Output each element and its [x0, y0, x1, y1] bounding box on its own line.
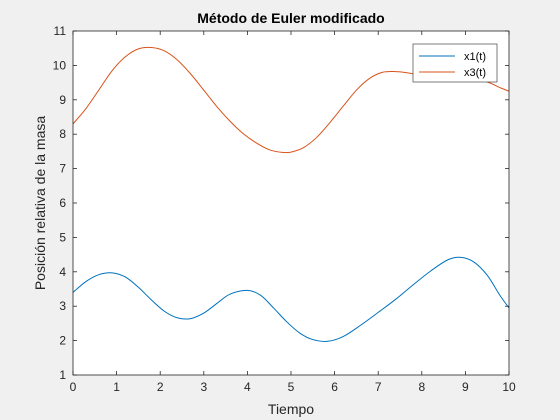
y-tick-label: 10 [53, 58, 67, 72]
chart-title: Método de Euler modificado [197, 10, 384, 26]
y-tick-label: 8 [59, 127, 66, 141]
legend[interactable]: x1(t) x3(t) [412, 43, 498, 83]
y-tick-label: 7 [59, 162, 66, 176]
y-tick-label: 11 [54, 24, 67, 38]
y-axis-label: Posición relativa de la masa [32, 116, 48, 291]
x-tick-label: 1 [113, 380, 120, 394]
x-tick-label: 5 [288, 380, 295, 394]
x-tick-label: 2 [157, 380, 164, 394]
legend-label-x3: x3(t) [464, 67, 486, 79]
x-tick-label: 7 [375, 380, 382, 394]
x-tick-label: 10 [502, 380, 516, 394]
y-tick-label: 1 [59, 368, 66, 382]
x-tick-label: 0 [70, 380, 77, 394]
x-axis-label: Tiempo [268, 401, 314, 417]
x-tick-label: 3 [200, 380, 207, 394]
y-tick-label: 6 [59, 196, 66, 210]
x-tick-label: 9 [462, 380, 469, 394]
x-tick-label: 6 [331, 380, 338, 394]
y-tick-label: 4 [59, 265, 66, 279]
legend-box [412, 43, 498, 83]
y-tick-label: 2 [59, 334, 66, 348]
plot-area [73, 31, 509, 375]
legend-label-x1: x1(t) [464, 51, 486, 63]
x-tick-label: 4 [244, 380, 251, 394]
y-tick-label: 5 [59, 230, 66, 244]
y-tick-label: 3 [59, 299, 66, 313]
y-tick-label: 9 [59, 93, 66, 107]
series-line-x1t [72, 256, 510, 342]
x-tick-label: 8 [418, 380, 425, 394]
